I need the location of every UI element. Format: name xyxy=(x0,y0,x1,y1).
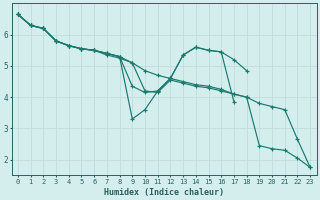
X-axis label: Humidex (Indice chaleur): Humidex (Indice chaleur) xyxy=(104,188,224,197)
